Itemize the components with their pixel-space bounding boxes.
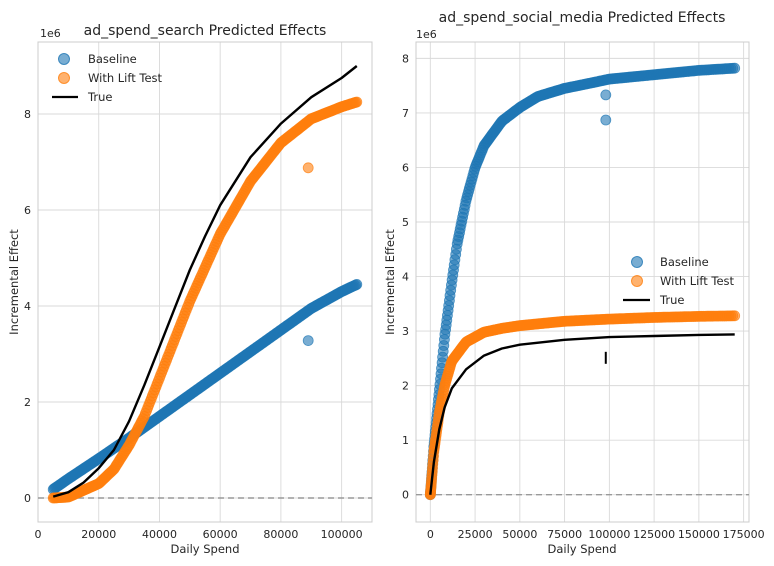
y-tick-label: 8 (402, 52, 409, 65)
legend-label-lift: With Lift Test (660, 274, 735, 288)
data-point (351, 96, 363, 108)
legend-marker-baseline (58, 53, 70, 65)
series-true (429, 333, 735, 495)
chart-ad-spend-social-media: ad_spend_social_media Predicted Effects … (383, 10, 765, 556)
x-tick-label: 100000 (321, 528, 363, 541)
chart-title: ad_spend_search Predicted Effects (84, 23, 327, 39)
y-tick-label: 6 (402, 161, 409, 174)
grid (416, 42, 749, 522)
series-true (52, 65, 358, 498)
true-line (52, 65, 358, 498)
series-baseline (424, 62, 741, 501)
true-line (429, 333, 735, 495)
y-ticks: 0 1 2 3 4 5 6 7 8 (402, 52, 409, 501)
y-axis-label: Incremental Effect (383, 229, 397, 335)
legend-label-baseline: Baseline (660, 255, 709, 269)
legend-marker-lift (58, 72, 70, 84)
x-tick-label: 150000 (678, 528, 720, 541)
y-tick-label: 5 (402, 216, 409, 229)
y-tick-label: 3 (402, 325, 409, 338)
y-offset-label: 1e6 (40, 27, 61, 40)
series-lift (47, 96, 363, 504)
data-marks (47, 65, 363, 504)
legend-label-lift: With Lift Test (88, 71, 163, 85)
x-tick-label: 60000 (203, 528, 238, 541)
outlier-point (600, 114, 612, 126)
chart-ad-spend-search: ad_spend_search Predicted Effects 1e6 0 2… (7, 23, 373, 556)
legend-label-true: True (87, 90, 112, 104)
legend: Baseline With Lift Test True (623, 255, 735, 307)
x-tick-label: 80000 (263, 528, 298, 541)
y-tick-label: 0 (402, 489, 409, 502)
legend-label-true: True (659, 293, 684, 307)
x-tick-label: 0 (427, 528, 434, 541)
x-axis-label: Daily Spend (547, 542, 616, 556)
x-tick-label: 100000 (588, 528, 630, 541)
series-lift (424, 310, 741, 501)
y-ticks: 0 2 4 6 8 (24, 108, 31, 505)
legend: Baseline With Lift Test True (52, 52, 163, 104)
x-tick-label: 0 (35, 528, 42, 541)
y-offset-label: 1e6 (416, 28, 437, 41)
plot-frame (415, 41, 750, 523)
outlier-point (302, 162, 314, 174)
data-point (351, 278, 363, 290)
x-tick-label: 25000 (458, 528, 493, 541)
y-tick-label: 6 (24, 204, 31, 217)
x-ticks: 0 25000 50000 75000 100000 125000 150000 175000 (427, 528, 765, 541)
x-tick-label: 20000 (81, 528, 116, 541)
plot-frame (37, 41, 373, 523)
outlier-point (600, 89, 612, 101)
x-tick-label: 75000 (547, 528, 582, 541)
x-tick-label: 175000 (723, 528, 765, 541)
data-point (729, 62, 741, 74)
chart-title: ad_spend_social_media Predicted Effects (439, 10, 726, 26)
y-tick-label: 4 (402, 271, 409, 284)
y-tick-label: 8 (24, 108, 31, 121)
x-axis-label: Daily Spend (170, 542, 239, 556)
y-tick-label: 2 (402, 380, 409, 393)
x-ticks: 0 20000 40000 60000 80000 100000 (35, 528, 363, 541)
outlier-point (302, 335, 314, 347)
y-tick-label: 4 (24, 300, 31, 313)
legend-marker-lift (631, 275, 643, 287)
y-tick-label: 7 (402, 107, 409, 120)
data-marks (424, 62, 741, 501)
data-point (729, 310, 741, 322)
x-tick-label: 125000 (633, 528, 675, 541)
x-tick-label: 50000 (502, 528, 537, 541)
legend-label-baseline: Baseline (88, 52, 137, 66)
x-tick-label: 40000 (142, 528, 177, 541)
y-tick-label: 1 (402, 434, 409, 447)
y-tick-label: 2 (24, 396, 31, 409)
y-axis-label: Incremental Effect (7, 229, 21, 335)
y-tick-label: 0 (24, 492, 31, 505)
legend-marker-baseline (631, 256, 643, 268)
